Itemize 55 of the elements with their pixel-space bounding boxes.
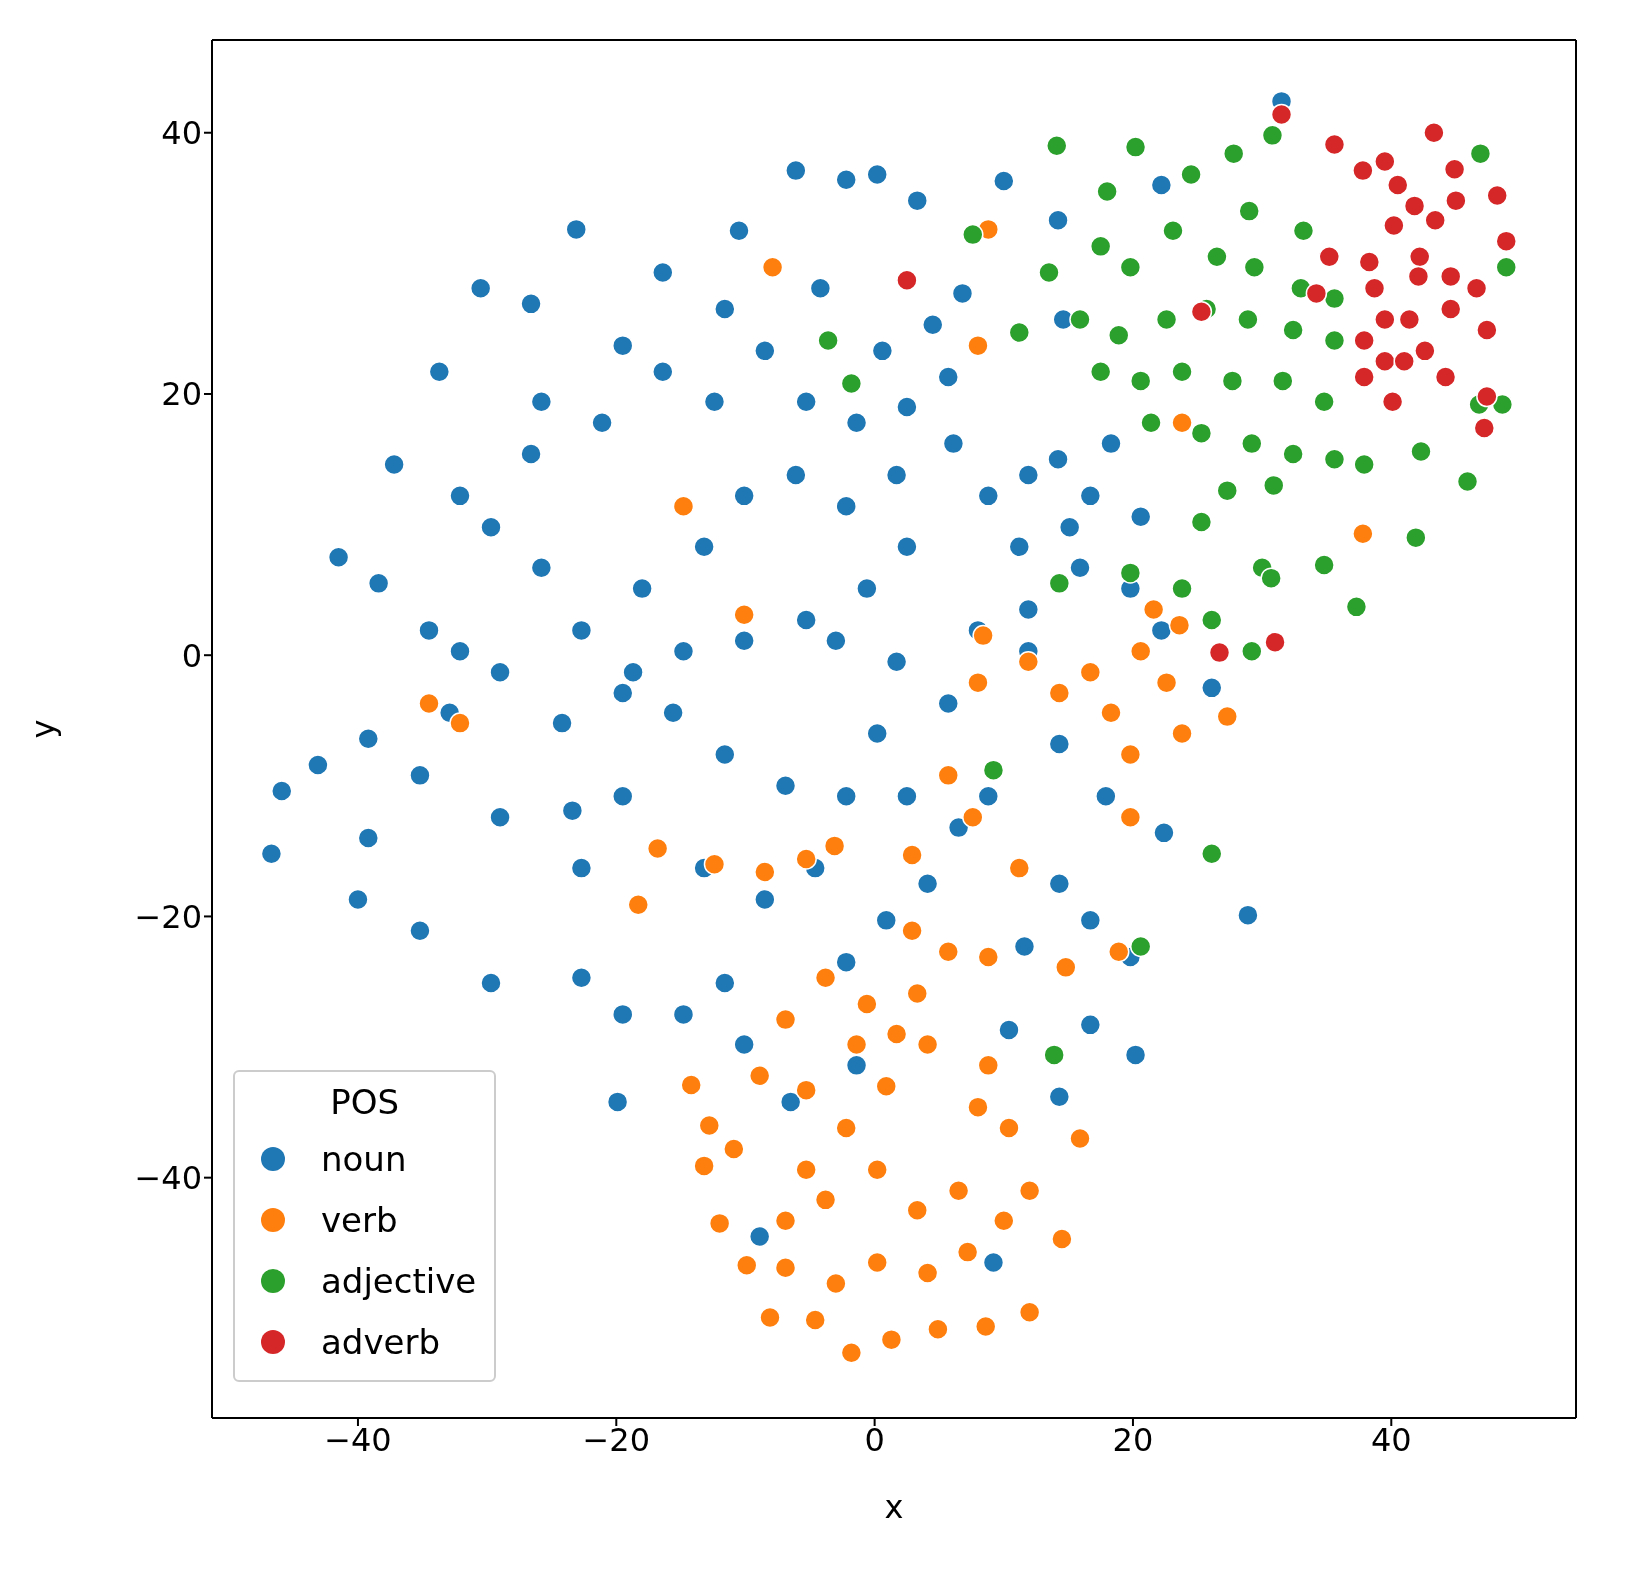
point (1305, 282, 1328, 305)
point (1318, 246, 1341, 268)
point (1353, 329, 1375, 352)
legend-label: adjective (321, 1260, 477, 1301)
y-tick-label: 40 (161, 114, 202, 153)
point (1414, 340, 1436, 362)
point (1476, 319, 1498, 341)
point (1270, 103, 1293, 126)
point (1363, 277, 1386, 299)
point (1208, 641, 1231, 664)
y-tick-label: −40 (134, 1159, 202, 1198)
point (1443, 158, 1466, 181)
point (1353, 366, 1375, 388)
point (1374, 150, 1396, 173)
legend-title: POS (329, 1082, 401, 1122)
point (1358, 251, 1381, 273)
point (1439, 298, 1462, 320)
x-tick-label: 0 (864, 1420, 885, 1459)
point (1486, 184, 1508, 207)
x-axis-title: x (884, 1488, 904, 1526)
y-tick-label: 20 (161, 375, 202, 414)
x-tick-label: 20 (1112, 1420, 1154, 1459)
point (1387, 174, 1409, 196)
point (1439, 265, 1462, 288)
y-tick-label: 0 (181, 636, 202, 675)
point (1423, 121, 1445, 144)
point (1407, 265, 1430, 288)
point (1374, 308, 1396, 331)
point (1381, 391, 1404, 413)
x-tick-label: −40 (324, 1420, 392, 1459)
point (1476, 385, 1498, 408)
point (1374, 350, 1396, 373)
point (1434, 366, 1457, 388)
point (1393, 350, 1415, 373)
x-tick-label: 40 (1370, 1420, 1412, 1459)
point (1383, 214, 1405, 237)
point (1495, 230, 1517, 252)
point (1403, 195, 1426, 217)
point (1465, 277, 1488, 299)
point (896, 269, 918, 292)
point (1473, 417, 1496, 439)
legend-label: noun (321, 1138, 407, 1179)
point (1424, 209, 1446, 231)
x-tick-label: −20 (582, 1420, 651, 1459)
point (1445, 189, 1467, 212)
point (1352, 159, 1374, 182)
point (1398, 308, 1421, 331)
y-tick-label: −20 (134, 897, 202, 936)
y-axis-title: y (24, 719, 63, 739)
legend-label: verb (321, 1199, 398, 1240)
point (1190, 300, 1213, 323)
point (1264, 631, 1286, 653)
point (1408, 246, 1431, 268)
legend-label: adverb (321, 1321, 441, 1362)
point (1323, 133, 1346, 156)
